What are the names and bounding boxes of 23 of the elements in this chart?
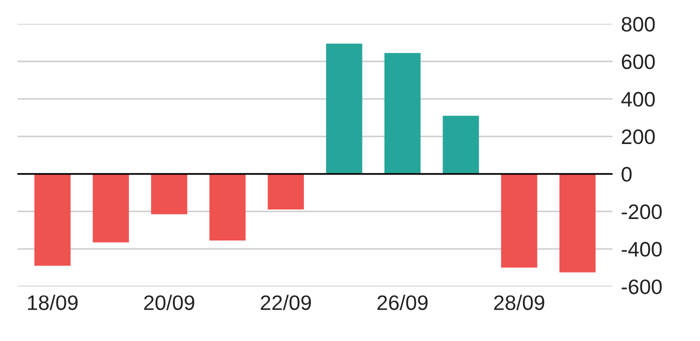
y-tick-label: 0 bbox=[622, 166, 632, 182]
bar bbox=[384, 52, 421, 174]
y-tick-label: -600 bbox=[622, 279, 662, 294]
bar bbox=[151, 174, 188, 214]
bar bbox=[92, 174, 129, 242]
y-tick-label: -400 bbox=[622, 242, 662, 257]
bar bbox=[559, 174, 596, 272]
y-tick-label: 800 bbox=[622, 16, 655, 32]
bar bbox=[326, 44, 362, 174]
y-tick-label: 200 bbox=[622, 129, 655, 144]
x-tick-label: 26/09 bbox=[377, 294, 428, 310]
bar bbox=[209, 174, 246, 240]
x-tick-label: 22/09 bbox=[260, 294, 311, 310]
y-tick-label: 600 bbox=[622, 54, 655, 70]
bar bbox=[268, 174, 304, 210]
bar bbox=[442, 116, 479, 174]
x-tick-label: 18/09 bbox=[28, 294, 78, 310]
x-tick-label: 20/09 bbox=[144, 294, 194, 310]
y-tick-label: -200 bbox=[622, 204, 662, 220]
bar bbox=[34, 174, 71, 266]
bar bbox=[501, 174, 538, 268]
y-tick-label: 400 bbox=[621, 92, 655, 107]
x-tick-label: 28/09 bbox=[494, 294, 544, 310]
